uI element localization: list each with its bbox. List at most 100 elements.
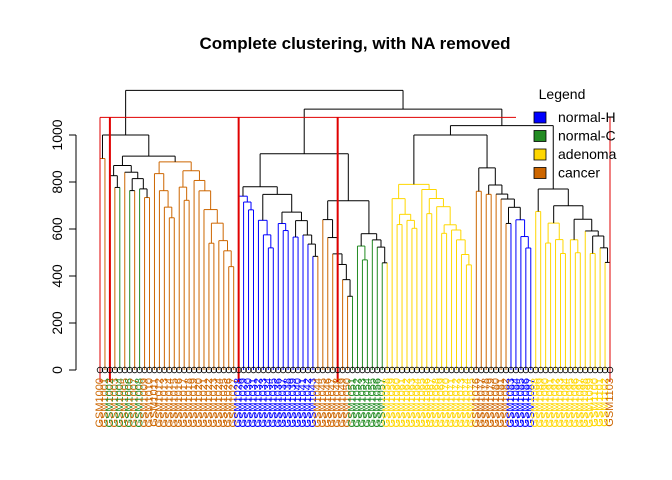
leaf-label: GSM1022	[203, 378, 215, 428]
leaf-marker	[111, 366, 119, 374]
leaf-marker	[136, 366, 143, 374]
leaf-marker	[185, 366, 193, 374]
legend-swatch	[533, 130, 547, 142]
leaf-label: GSM1103	[604, 378, 616, 427]
leaf-marker	[586, 366, 594, 374]
leaf-marker	[393, 366, 401, 374]
leaf-label: GSM1041	[297, 378, 309, 428]
leaf-marker	[146, 366, 153, 374]
leaf-label: GSM1095	[564, 378, 576, 428]
chart-title: Complete clustering, with NA removed	[199, 34, 510, 53]
leaf-label: GSM1055	[366, 378, 378, 428]
leaf-label: GSM1028	[233, 378, 245, 428]
leaf-marker	[314, 366, 322, 374]
leaf-marker	[220, 366, 227, 374]
leaf-marker	[166, 366, 173, 374]
leaf-label: GSM1068	[431, 378, 443, 428]
leaf-label: GSM1033	[257, 378, 269, 428]
leaf-label: GSM1099	[584, 378, 596, 428]
leaf-label: GSM1014	[163, 378, 175, 428]
leaf-marker	[205, 366, 213, 374]
leaf-label: GSM1061	[396, 378, 408, 428]
leaf-marker	[492, 366, 500, 374]
leaf-label: GSM1046	[322, 378, 334, 428]
leaf-label: GSM1040	[292, 378, 304, 428]
leaf-marker	[537, 366, 544, 374]
leaf-marker	[299, 366, 307, 374]
leaf-marker	[557, 366, 564, 374]
leaf-label: GSM1080	[490, 378, 502, 428]
leaf-marker	[512, 366, 520, 374]
leaf-label: GSM1036	[272, 378, 284, 428]
leaf-marker	[483, 366, 490, 374]
leaf-label: GSM1060	[391, 378, 403, 428]
leaf-marker	[567, 366, 574, 374]
leaf-marker	[344, 366, 351, 374]
leaf-marker	[240, 366, 247, 374]
leaf-marker	[329, 366, 336, 374]
leaf-marker	[294, 366, 302, 374]
leaf-marker	[562, 366, 569, 374]
y-tick-label: 200	[49, 311, 65, 335]
leaf-label: GSM1100	[589, 378, 601, 427]
leaf-marker	[379, 366, 386, 374]
leaf-label: GSM1048	[332, 378, 344, 428]
leaf-label: GSM1016	[173, 378, 185, 428]
leaf-label: GSM1002	[104, 378, 116, 428]
leaf-marker	[532, 366, 539, 374]
leaf-label: GSM1029	[238, 378, 250, 428]
leaf-marker	[383, 366, 391, 374]
leaf-label: GSM1024	[213, 378, 225, 428]
leaf-marker	[428, 366, 435, 374]
leaf-label: GSM1025	[218, 378, 230, 428]
leaf-marker	[116, 366, 124, 374]
leaf-label: GSM1063	[406, 378, 418, 428]
leaf-label: GSM1071	[446, 378, 458, 428]
leaf-marker	[463, 366, 470, 374]
leaf-label: GSM1058	[381, 378, 393, 428]
leaf-label: GSM1102	[599, 378, 611, 427]
leaf-label: GSM1006	[124, 378, 136, 428]
leaf-marker	[156, 366, 163, 374]
leaf-marker	[230, 366, 237, 374]
y-tick-label: 1000	[49, 119, 65, 150]
leaf-label: GSM1003	[109, 378, 121, 428]
leaf-marker	[413, 366, 421, 374]
leaf-marker	[408, 366, 416, 374]
leaf-label: GSM1008	[134, 378, 146, 428]
leaf-marker	[582, 366, 589, 374]
leaf-label: GSM1001	[99, 378, 111, 428]
leaf-marker	[319, 366, 327, 374]
leaf-label: GSM1052	[351, 378, 363, 428]
leaf-marker	[547, 366, 554, 374]
leaf-label: GSM1004	[114, 378, 126, 428]
leaf-label: GSM1098	[579, 378, 591, 428]
leaf-label: GSM1027	[228, 378, 240, 428]
leaf-label: GSM1087	[525, 378, 537, 428]
leaf-marker	[473, 366, 480, 374]
leaf-label: GSM1020	[193, 378, 205, 428]
leaf-label: GSM1053	[356, 378, 368, 428]
leaf-label: GSM1005	[119, 378, 131, 428]
leaf-marker	[270, 366, 277, 374]
leaf-marker	[487, 366, 495, 374]
leaf-marker	[255, 366, 262, 374]
leaf-label: GSM1088	[530, 378, 542, 428]
leaf-marker	[195, 366, 203, 374]
y-tick-label: 0	[49, 366, 65, 374]
leaf-label: GSM1084	[510, 378, 522, 428]
leaf-label: GSM1044	[312, 378, 324, 428]
leaf-marker	[527, 366, 534, 374]
y-tick-label: 400	[49, 264, 65, 288]
leaf-marker	[522, 366, 530, 374]
leaf-label: GSM1079	[485, 378, 497, 428]
leaf-marker	[289, 366, 297, 374]
leaf-marker	[324, 366, 331, 374]
leaf-label: GSM1019	[188, 378, 200, 428]
leaf-marker	[126, 366, 133, 374]
leaf-label: GSM1018	[183, 378, 195, 428]
leaf-label: GSM1096	[569, 378, 581, 428]
legend-swatch	[533, 148, 547, 161]
leaf-marker	[151, 366, 158, 374]
